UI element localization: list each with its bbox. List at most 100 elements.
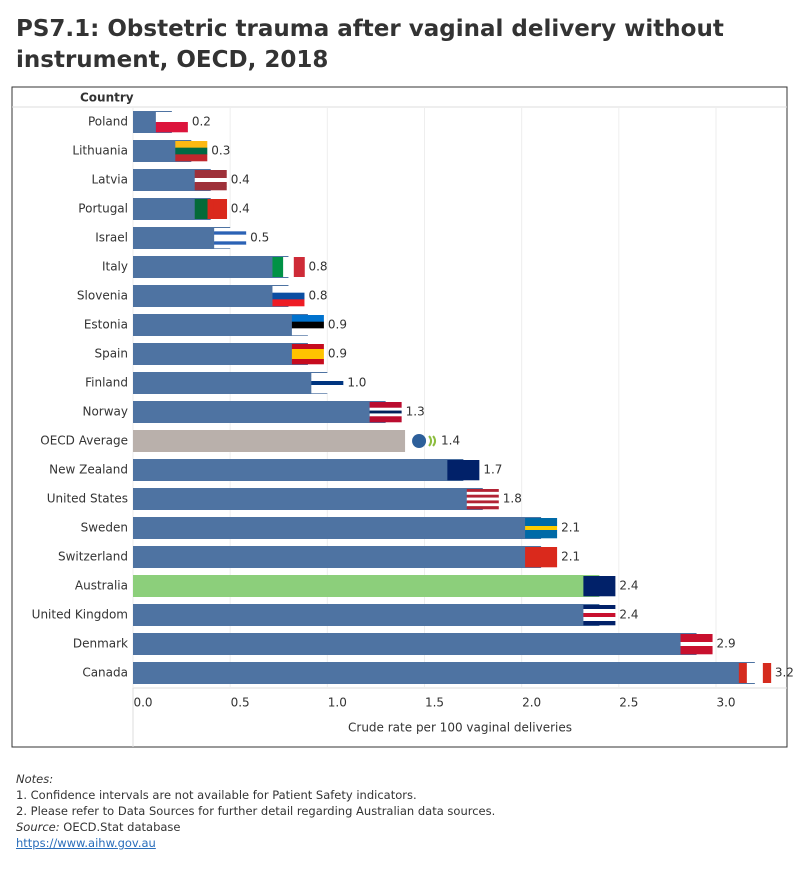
y-tick-label: Sweden [81, 521, 128, 535]
flag-stripe [175, 141, 208, 148]
value-label: 1.4 [441, 434, 460, 448]
chart: Country Crude rate per 100 vaginal deliv… [11, 86, 794, 748]
note: 1. Confidence intervals are not availabl… [16, 788, 417, 802]
flag-stripe [214, 244, 247, 249]
y-tick-label: Finland [85, 376, 128, 390]
flag-stripe [207, 199, 215, 219]
bar [133, 575, 600, 597]
value-label: 1.3 [406, 405, 425, 419]
y-tick-label: United States [47, 492, 128, 506]
y-tick-label: Estonia [84, 318, 128, 332]
flag-stripe [272, 292, 305, 300]
flag-stripe [583, 576, 616, 597]
flag-stripe [369, 419, 402, 423]
flag-stripe [583, 613, 616, 618]
flag-stripe [194, 178, 227, 183]
value-label: 0.3 [211, 144, 230, 158]
note: 2. Please refer to Data Sources for furt… [16, 804, 496, 818]
bar [133, 314, 308, 336]
value-label: 0.4 [231, 202, 250, 216]
value-label: 2.1 [561, 521, 580, 535]
y-tick-label: OECD Average [40, 434, 128, 448]
flag-stripe [738, 663, 748, 683]
flag-stripe [155, 112, 188, 123]
flag-stripe [680, 646, 713, 651]
value-label: 1.8 [503, 492, 522, 506]
y-tick-label: New Zealand [49, 463, 128, 477]
value-label: 0.4 [231, 173, 250, 187]
flag-stripe [272, 299, 305, 307]
flag-stripe [214, 231, 247, 235]
value-label: 3.2 [775, 666, 794, 680]
flag-stripe [311, 373, 344, 378]
flag-stripe [155, 122, 188, 133]
bar [133, 198, 211, 220]
flag-stripe [194, 199, 202, 219]
y-tick-label: Israel [95, 231, 128, 245]
x-axis-title: Crude rate per 100 vaginal deliveries [348, 721, 572, 735]
source-label: Source: [16, 820, 60, 834]
flag-stripe [466, 506, 499, 510]
x-tick-label: 0.0 [133, 696, 152, 710]
flag-stripe [311, 381, 344, 386]
flag-stripe [291, 354, 324, 360]
y-tick-label: Portugal [78, 202, 128, 216]
logo [412, 434, 427, 448]
flag-stripe [525, 534, 558, 539]
flag-stripe [214, 234, 247, 239]
flag-stripe [194, 186, 227, 191]
flag-stripe [291, 344, 324, 350]
bar [133, 401, 386, 423]
y-tick-label: Denmark [73, 637, 128, 651]
chart-title: PS7.1: Obstetric trauma after vaginal de… [16, 16, 724, 73]
flag-stripe [762, 663, 772, 683]
notes-heading: Notes: [16, 772, 54, 786]
y-tick-label: Switzerland [58, 550, 128, 564]
flag-stripe [466, 500, 499, 504]
value-label: 2.1 [561, 550, 580, 564]
flag-stripe [291, 359, 324, 365]
flag-stripe [583, 617, 616, 622]
flag-stripe [583, 609, 616, 614]
flag-stripe [466, 503, 499, 507]
source: OECD.Stat database [63, 820, 181, 834]
flag-stripe [194, 174, 227, 179]
y-tick-label: Spain [94, 347, 128, 361]
flag-stripe [525, 518, 558, 523]
y-tick-label: Italy [102, 260, 128, 274]
flag-stripe [754, 663, 764, 683]
flag-stripe [175, 154, 208, 162]
flag-stripe [369, 404, 402, 409]
flag-stripe [272, 286, 305, 293]
flag-stripe [213, 199, 221, 219]
value-label: 0.9 [328, 347, 347, 361]
flag-stripe [369, 402, 402, 406]
flag-stripe [525, 530, 558, 535]
category-header: Country [80, 91, 134, 105]
bar [133, 430, 406, 452]
y-tick-label: United Kingdom [32, 608, 128, 622]
y-tick-label: Canada [82, 666, 128, 680]
chart-frame [11, 86, 788, 748]
x-tick-label: 1.0 [328, 696, 347, 710]
y-tick-label: Poland [88, 115, 128, 129]
x-tick-label: 2.0 [522, 696, 541, 710]
y-tick-label: Latvia [91, 173, 128, 187]
flag-stripe [311, 385, 344, 390]
flag-stripe [201, 199, 208, 219]
flag-stripe [369, 413, 402, 417]
value-label: 2.4 [619, 579, 638, 593]
x-tick-label: 3.0 [716, 696, 735, 710]
value-label: 0.2 [192, 115, 211, 129]
flag-stripe [214, 228, 247, 232]
flag-stripe [525, 522, 558, 527]
flag-stripe [220, 199, 228, 219]
flag-stripe [293, 257, 305, 277]
flag-stripe [175, 147, 208, 155]
bar [133, 372, 328, 394]
link[interactable]: https://www.aihw.gov.au [16, 836, 156, 850]
bar [133, 604, 600, 626]
flag-stripe [311, 377, 344, 382]
flag-stripe [194, 170, 227, 175]
value-label: 0.8 [308, 289, 327, 303]
